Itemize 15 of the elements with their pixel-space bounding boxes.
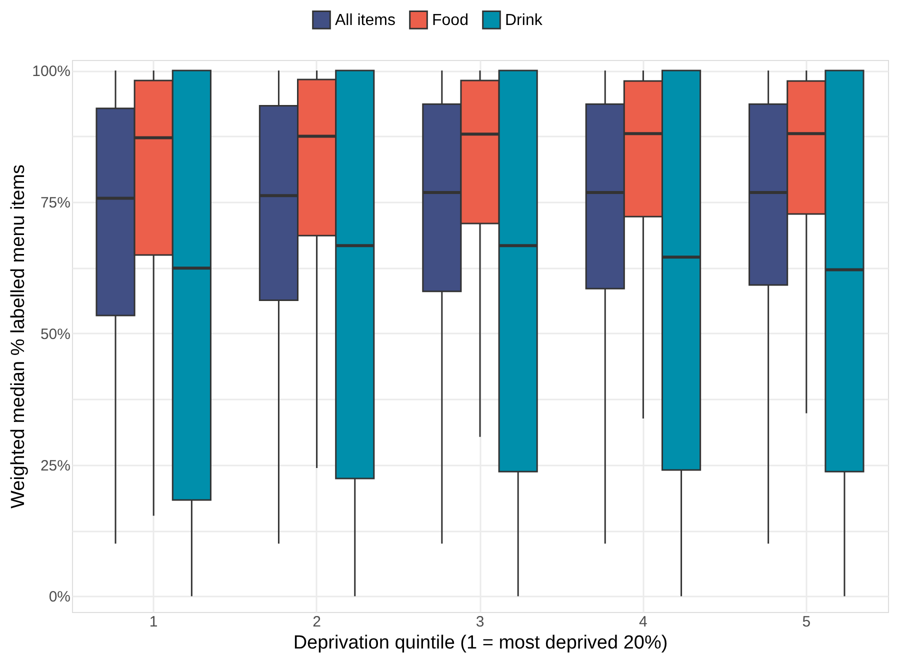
x-tick-label: 5 <box>802 614 811 630</box>
y-tick-label: 100% <box>32 63 70 80</box>
y-tick-label: 25% <box>40 457 70 474</box>
y-tick-label: 0% <box>48 588 70 606</box>
x-tick-label: 3 <box>476 614 484 630</box>
y-tick-label: 50% <box>40 326 70 343</box>
x-axis-title: Deprivation quintile (1 = most deprived 20%) <box>293 632 668 654</box>
x-tick-label: 1 <box>149 614 158 630</box>
y-tick-label: 75% <box>40 194 70 212</box>
x-tick-label: 2 <box>312 614 321 630</box>
legend-label: All items <box>335 12 396 29</box>
legend-label: Drink <box>505 12 544 29</box>
legend-label: Food <box>432 12 468 29</box>
x-tick-label: 4 <box>639 614 648 630</box>
y-axis-title: Weighted median % labelled menu items <box>8 164 30 508</box>
